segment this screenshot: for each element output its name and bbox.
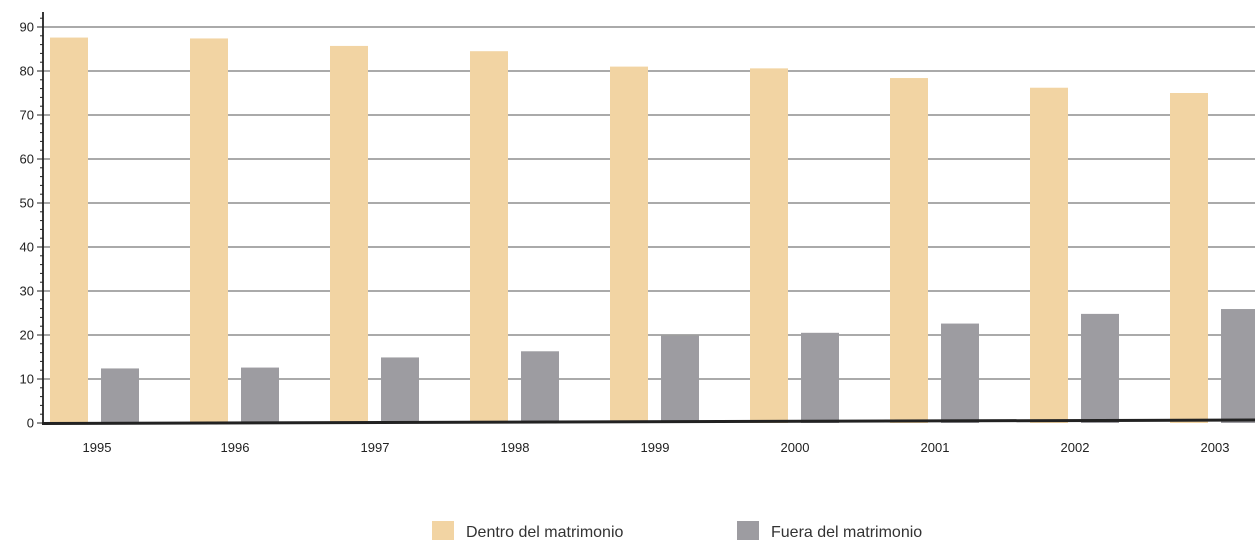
bar-fuera-2000 [801,332,839,423]
y-tick-label: 70 [20,108,34,123]
y-tick-label: 60 [20,152,34,167]
x-tick-label: 2003 [1201,440,1230,455]
legend-label-fuera: Fuera del matrimonio [771,524,922,540]
bar-dentro-1997 [330,45,368,424]
x-axis-line [41,418,1255,425]
gridlines [43,26,1255,380]
x-tick-label: 2002 [1061,440,1090,455]
bar-dentro-2002 [1030,87,1068,423]
y-tick-label: 50 [20,196,34,211]
x-tick-label: 1996 [221,440,250,455]
bar-dentro-1995 [50,37,88,424]
x-tick-label: 1999 [641,440,670,455]
bar-fuera-2002 [1081,313,1119,423]
y-tick-label: 20 [20,328,34,343]
bar-fuera-1999 [661,335,699,423]
bar-fuera-1995 [101,368,139,423]
bar-fuera-1998 [521,351,559,423]
bars [50,37,1255,424]
bar-fuera-1997 [381,357,419,423]
bar-fuera-2001 [941,323,979,423]
x-tick-label: 2001 [921,440,950,455]
legend-swatch-dentro [432,521,454,540]
legend: Dentro del matrimonio Fuera del matrimoni… [432,521,922,540]
bar-dentro-2001 [890,78,928,423]
y-tick-label: 80 [20,64,34,79]
y-tick-label: 0 [27,416,34,431]
y-tick-label: 30 [20,284,34,299]
axes: 0 10 20 30 40 50 60 70 80 90 1995 1996 1997 1998 1999 2… [20,12,1255,455]
y-tick-label: 10 [20,372,34,387]
bar-fuera-2003 [1221,309,1255,423]
legend-swatch-fuera [737,521,759,540]
bar-dentro-1996 [190,38,228,423]
bar-dentro-1999 [610,66,648,423]
bar-dentro-2000 [750,68,788,424]
x-tick-label: 1995 [83,440,112,455]
x-tick-label: 1997 [361,440,390,455]
legend-label-dentro: Dentro del matrimonio [466,524,624,540]
bar-fuera-1996 [241,367,279,423]
y-tick-label: 40 [20,240,34,255]
y-tick-label: 90 [20,20,34,35]
x-tick-label: 1998 [501,440,530,455]
bar-dentro-2003 [1170,93,1208,423]
bar-dentro-1998 [470,51,508,423]
x-tick-label: 2000 [781,440,810,455]
